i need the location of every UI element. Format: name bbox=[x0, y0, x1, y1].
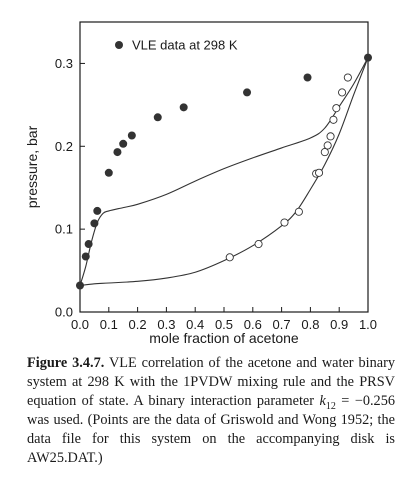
vle-chart: 0.0 0.1 0.2 0.3 0.4 0.5 0.6 0.7 0.8 0.9 1.0 0.0 0.1… bbox=[24, 21, 377, 346]
vapor-data-point bbox=[81, 252, 90, 261]
x-tick-label: 0.0 bbox=[71, 317, 89, 332]
liquid-data-point bbox=[280, 218, 289, 227]
vapor-data-point bbox=[84, 240, 93, 249]
correlation-curves bbox=[79, 57, 369, 287]
vapor-data-point bbox=[76, 281, 84, 290]
x-tick-label: 0.4 bbox=[186, 317, 204, 332]
x-tick-label: 0.6 bbox=[244, 317, 262, 332]
x-tick-label: 0.9 bbox=[330, 317, 348, 332]
plot-border bbox=[79, 21, 369, 313]
liquid-data-point bbox=[294, 207, 303, 216]
vapor-data-point bbox=[90, 219, 99, 228]
vapor-data-point bbox=[153, 113, 162, 122]
vapor-data-point bbox=[179, 103, 188, 112]
figure-caption: Figure 3.4.7. VLE correlation of the ace… bbox=[27, 354, 395, 468]
x-axis-ticks: 0.0 0.1 0.2 0.3 0.4 0.5 0.6 0.7 0.8 0.9 1.0 bbox=[71, 307, 377, 332]
vapor-data-point bbox=[364, 53, 372, 62]
liquid-data-point bbox=[338, 88, 347, 97]
x-tick-label: 0.1 bbox=[100, 317, 118, 332]
k-symbol: k bbox=[319, 393, 326, 409]
vapor-data-point bbox=[104, 168, 113, 177]
x-tick-label: 0.2 bbox=[129, 317, 147, 332]
y-tick-label: 0.1 bbox=[55, 222, 73, 237]
liquid-data-point bbox=[329, 115, 338, 124]
data-points bbox=[76, 53, 372, 290]
x-tick-label: 0.7 bbox=[273, 317, 291, 332]
correlation-curve bbox=[79, 57, 369, 286]
legend-label: VLE data at 298 K bbox=[132, 38, 238, 53]
liquid-data-point bbox=[314, 168, 324, 177]
y-axis-ticks: 0.0 0.1 0.2 0.3 bbox=[55, 56, 85, 320]
vapor-data-point bbox=[127, 131, 136, 140]
caption-text-2: = −0.256 was used. (Points are the data … bbox=[27, 393, 395, 466]
legend-marker bbox=[115, 41, 123, 49]
x-tick-label: 0.8 bbox=[301, 317, 319, 332]
y-tick-label: 0.2 bbox=[55, 139, 73, 154]
vapor-data-point bbox=[119, 139, 128, 148]
y-axis-label: pressure, bar bbox=[24, 125, 40, 208]
liquid-data-point bbox=[332, 104, 341, 113]
plot-frame bbox=[79, 21, 369, 313]
correlation-curve bbox=[79, 57, 369, 287]
liquid-data-point bbox=[323, 141, 332, 150]
liquid-data-point bbox=[254, 240, 263, 249]
vapor-data-point bbox=[243, 88, 252, 97]
vapor-data-point bbox=[93, 206, 102, 215]
x-tick-label: 0.5 bbox=[215, 317, 233, 332]
k-subscript: 12 bbox=[325, 400, 336, 412]
x-axis-label: mole fraction of acetone bbox=[149, 330, 299, 346]
liquid-data-point bbox=[343, 73, 352, 82]
vapor-data-point bbox=[113, 148, 122, 157]
x-tick-label: 0.3 bbox=[157, 317, 175, 332]
x-tick-label: 1.0 bbox=[359, 317, 377, 332]
liquid-data-point bbox=[326, 132, 335, 141]
caption-text-1: VLE correlation of the acetone and water… bbox=[27, 355, 395, 409]
figure-label: Figure 3.4.7. bbox=[27, 355, 105, 371]
legend: VLE data at 298 K bbox=[115, 38, 238, 53]
vapor-data-point bbox=[303, 73, 312, 82]
y-tick-label: 0.3 bbox=[55, 56, 73, 71]
y-tick-label: 0.0 bbox=[55, 305, 73, 320]
liquid-data-point bbox=[225, 253, 234, 262]
liquid-data-point bbox=[320, 148, 329, 157]
